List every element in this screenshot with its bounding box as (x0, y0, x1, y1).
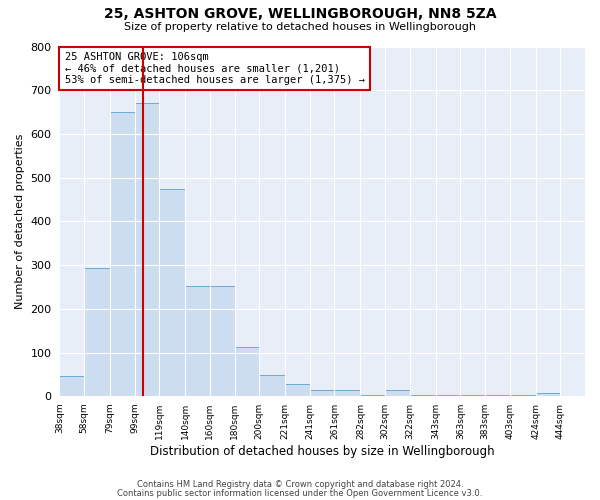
Bar (361, 395, 385, 396)
Bar (259, 376, 285, 396)
Bar (334, 390, 361, 396)
Bar (536, 394, 560, 396)
Bar (460, 395, 485, 396)
Text: Size of property relative to detached houses in Wellingborough: Size of property relative to detached ho… (124, 22, 476, 32)
Bar (185, 286, 210, 397)
Bar (59, 376, 84, 396)
Bar (485, 395, 510, 396)
Bar (510, 395, 536, 396)
Bar (310, 390, 334, 396)
Bar (235, 347, 259, 397)
Bar (110, 112, 134, 397)
Bar (84, 268, 110, 396)
Text: Contains public sector information licensed under the Open Government Licence v3: Contains public sector information licen… (118, 488, 482, 498)
X-axis label: Distribution of detached houses by size in Wellingborough: Distribution of detached houses by size … (150, 444, 494, 458)
Bar (385, 390, 410, 396)
Y-axis label: Number of detached properties: Number of detached properties (15, 134, 25, 309)
Bar (134, 104, 159, 397)
Bar (436, 395, 460, 396)
Bar (210, 286, 235, 397)
Bar (410, 395, 436, 396)
Text: 25, ASHTON GROVE, WELLINGBOROUGH, NN8 5ZA: 25, ASHTON GROVE, WELLINGBOROUGH, NN8 5Z… (104, 8, 496, 22)
Text: Contains HM Land Registry data © Crown copyright and database right 2024.: Contains HM Land Registry data © Crown c… (137, 480, 463, 489)
Bar (285, 384, 310, 396)
Text: 25 ASHTON GROVE: 106sqm
← 46% of detached houses are smaller (1,201)
53% of semi: 25 ASHTON GROVE: 106sqm ← 46% of detache… (65, 52, 365, 85)
Bar (159, 188, 185, 396)
